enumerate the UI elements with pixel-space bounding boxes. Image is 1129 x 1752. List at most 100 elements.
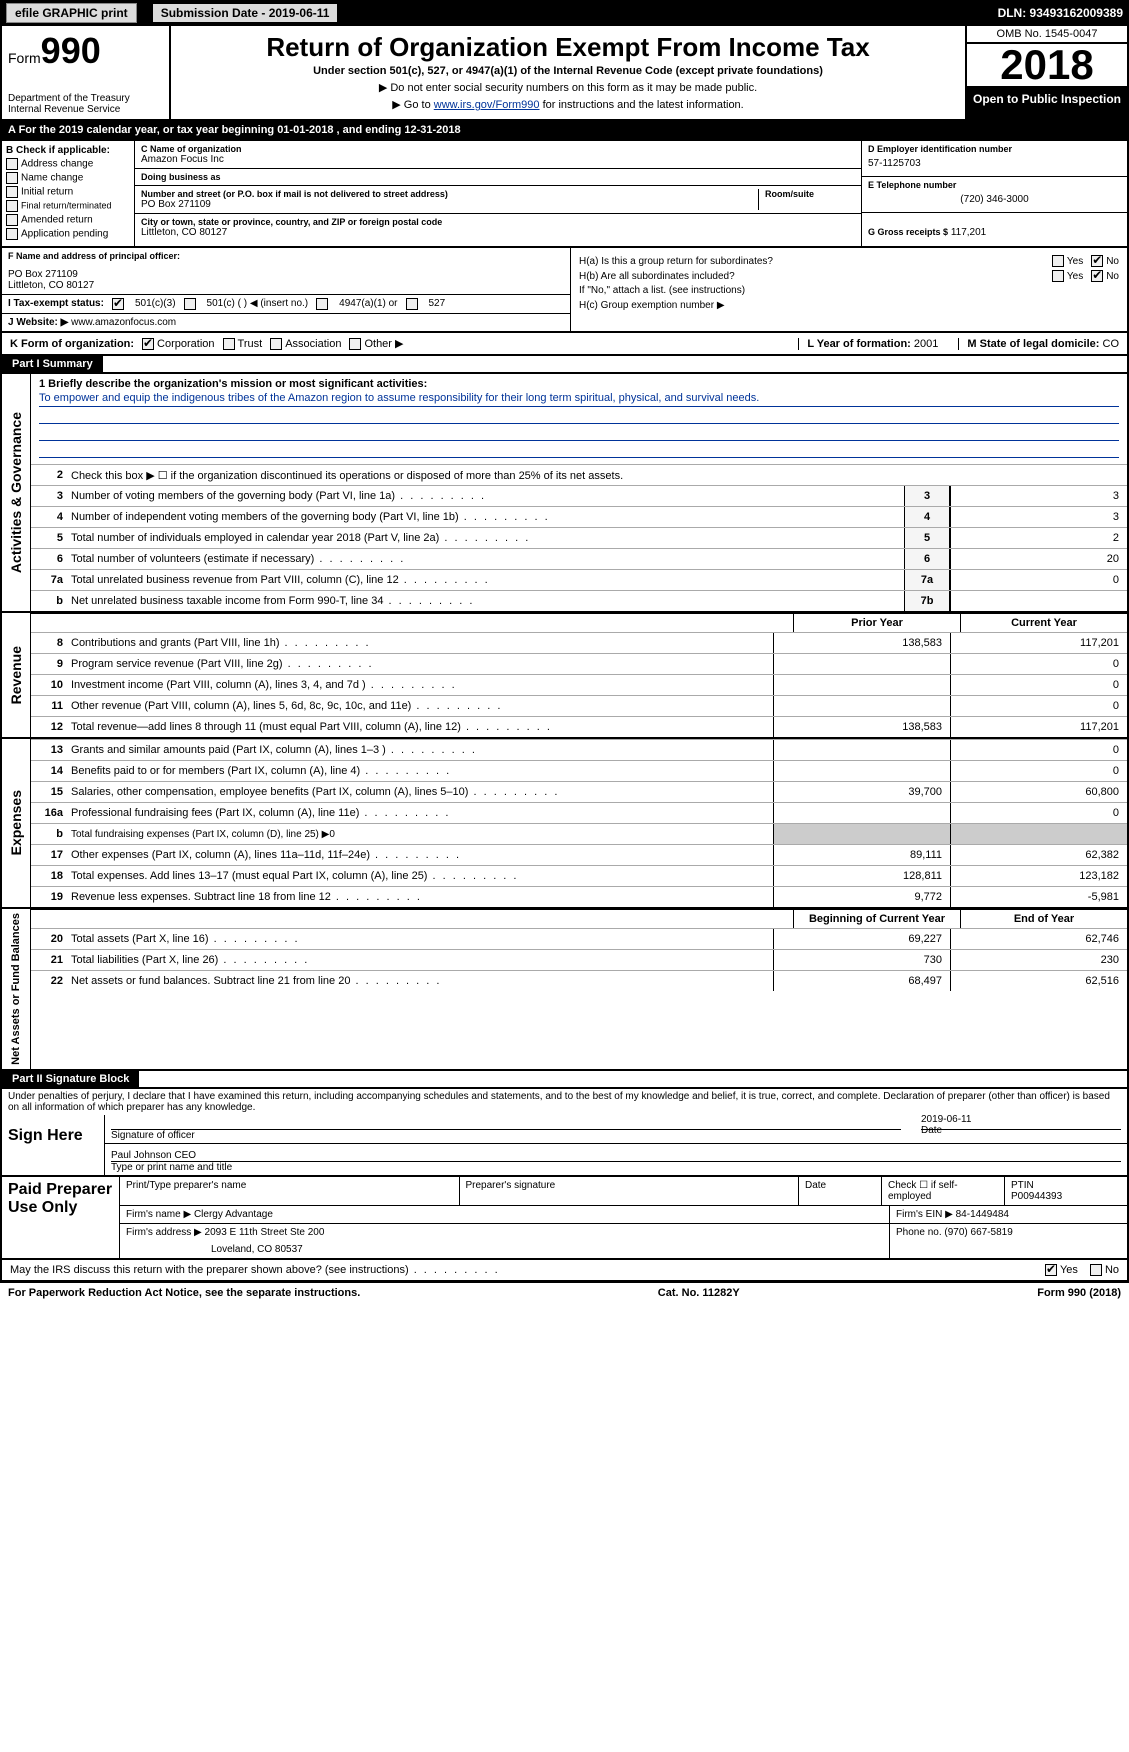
paid-preparer-section: Paid Preparer Use Only Print/Type prepar… (0, 1177, 1129, 1260)
check-4947[interactable] (316, 298, 328, 310)
gov-line: 7a Total unrelated business revenue from… (31, 569, 1127, 590)
firm-addr2: Loveland, CO 80537 (126, 1238, 883, 1255)
data-line: 19 Revenue less expenses. Subtract line … (31, 886, 1127, 907)
hb-yes[interactable] (1052, 270, 1064, 282)
check-name-change[interactable] (6, 172, 18, 184)
m-value: CO (1103, 338, 1120, 350)
form-label: Form (8, 50, 41, 66)
l-value: 2001 (914, 338, 938, 350)
discuss-no[interactable] (1090, 1264, 1102, 1276)
form-id-block: Form990 Department of the Treasury Inter… (2, 26, 171, 119)
k-other[interactable] (349, 338, 361, 350)
lbl-final: Final return/terminated (21, 200, 112, 210)
gov-line: 5 Total number of individuals employed i… (31, 527, 1127, 548)
k-trust[interactable] (223, 338, 235, 350)
prior-year-header: Prior Year (793, 614, 960, 632)
form990-link[interactable]: www.irs.gov/Form990 (434, 99, 540, 111)
firm-ein-label: Firm's EIN ▶ (896, 1209, 953, 1220)
part1-title: Part I Summary (2, 356, 103, 372)
discuss-text: May the IRS discuss this return with the… (10, 1264, 500, 1276)
d-label: D Employer identification number (868, 144, 1121, 154)
gov-line: 3 Number of voting members of the govern… (31, 485, 1127, 506)
data-line: 13 Grants and similar amounts paid (Part… (31, 739, 1127, 760)
hb-no[interactable] (1091, 270, 1103, 282)
data-line: 18 Total expenses. Add lines 13–17 (must… (31, 865, 1127, 886)
open-public: Open to Public Inspection (967, 88, 1127, 119)
col-c: C Name of organization Amazon Focus Inc … (135, 141, 861, 246)
mission-text: To empower and equip the indigenous trib… (39, 392, 1119, 407)
perjury-text: Under penalties of perjury, I declare th… (0, 1089, 1129, 1115)
f-h-block: F Name and address of principal officer:… (0, 248, 1129, 333)
dept-treasury: Department of the Treasury (8, 93, 163, 104)
firm-phone: (970) 667-5819 (944, 1227, 1012, 1238)
ptin-label: PTIN (1011, 1180, 1121, 1191)
sign-here-label: Sign Here (2, 1115, 105, 1175)
check-pending[interactable] (6, 228, 18, 240)
k-other-lbl: Other ▶ (364, 338, 403, 350)
k-corp[interactable] (142, 338, 154, 350)
discuss-row: May the IRS discuss this return with the… (0, 1260, 1129, 1283)
form-number: 990 (41, 30, 101, 71)
footer-mid: Cat. No. 11282Y (658, 1287, 740, 1299)
self-emp-label: Check ☐ if self-employed (888, 1180, 958, 1202)
data-line: 14 Benefits paid to or for members (Part… (31, 760, 1127, 781)
governance-label: Activities & Governance (6, 408, 26, 577)
dln: DLN: 93493162009389 (998, 6, 1123, 20)
governance-section: Activities & Governance 1 Briefly descri… (0, 374, 1129, 613)
org-name: Amazon Focus Inc (141, 154, 855, 165)
prep-name-h: Print/Type preparer's name (120, 1177, 460, 1205)
ha-no[interactable] (1091, 255, 1103, 267)
room-label: Room/suite (765, 189, 855, 199)
tax-year: 2018 (967, 44, 1127, 88)
data-line: 12 Total revenue—add lines 8 through 11 … (31, 716, 1127, 737)
lbl-initial: Initial return (21, 187, 73, 198)
street-label: Number and street (or P.O. box if mail i… (141, 189, 758, 199)
note2-post: for instructions and the latest informat… (540, 99, 744, 111)
efile-button[interactable]: efile GRAPHIC print (6, 3, 137, 23)
k-l-m-row: K Form of organization: Corporation Trus… (0, 333, 1129, 356)
c-label: C Name of organization (141, 144, 855, 154)
website-value: www.amazonfocus.com (71, 317, 176, 328)
data-line: 21 Total liabilities (Part X, line 26) 7… (31, 949, 1127, 970)
check-501c3[interactable] (112, 298, 124, 310)
ha-yes-lbl: Yes (1067, 256, 1083, 267)
opt-4947: 4947(a)(1) or (339, 298, 397, 310)
firm-ein: 84-1449484 (956, 1209, 1009, 1220)
data-line: 22 Net assets or fund balances. Subtract… (31, 970, 1127, 991)
gov-line: 4 Number of independent voting members o… (31, 506, 1127, 527)
lbl-pending: Application pending (21, 229, 108, 240)
data-line: 17 Other expenses (Part IX, column (A), … (31, 844, 1127, 865)
check-527[interactable] (406, 298, 418, 310)
mission-blank1 (39, 409, 1119, 424)
mission-blank2 (39, 426, 1119, 441)
mission-q: 1 Briefly describe the organization's mi… (39, 378, 1119, 390)
expenses-section: Expenses 13 Grants and similar amounts p… (0, 739, 1129, 909)
gov-line: 6 Total number of volunteers (estimate i… (31, 548, 1127, 569)
g-label: G Gross receipts $ (868, 227, 948, 237)
signer-name: Paul Johnson CEO (111, 1150, 1121, 1162)
check-501c[interactable] (184, 298, 196, 310)
opt-501c: 501(c) ( ) ◀ (insert no.) (207, 298, 309, 310)
hb-no-lbl: No (1106, 271, 1119, 282)
ha-yes[interactable] (1052, 255, 1064, 267)
form-title: Return of Organization Exempt From Incom… (179, 32, 957, 63)
data-line: 16a Professional fundraising fees (Part … (31, 802, 1127, 823)
form-header: Form990 Department of the Treasury Inter… (0, 26, 1129, 121)
k-assoc[interactable] (270, 338, 282, 350)
form-subtitle: Under section 501(c), 527, or 4947(a)(1)… (179, 65, 957, 77)
lbl-amended: Amended return (21, 215, 93, 226)
discuss-yes[interactable] (1045, 1264, 1057, 1276)
check-initial[interactable] (6, 186, 18, 198)
ha-no-lbl: No (1106, 256, 1119, 267)
check-final[interactable] (6, 200, 18, 212)
lbl-address-change: Address change (21, 159, 93, 170)
revenue-label: Revenue (6, 642, 26, 708)
name-title-label: Type or print name and title (111, 1162, 232, 1173)
opt-501c3: 501(c)(3) (135, 298, 176, 310)
check-amended[interactable] (6, 214, 18, 226)
col-b: B Check if applicable: Address change Na… (2, 141, 135, 246)
prep-sig-h: Preparer's signature (460, 1177, 800, 1205)
calendar-year-row: A For the 2019 calendar year, or tax yea… (0, 121, 1129, 141)
data-line: 15 Salaries, other compensation, employe… (31, 781, 1127, 802)
check-address-change[interactable] (6, 158, 18, 170)
